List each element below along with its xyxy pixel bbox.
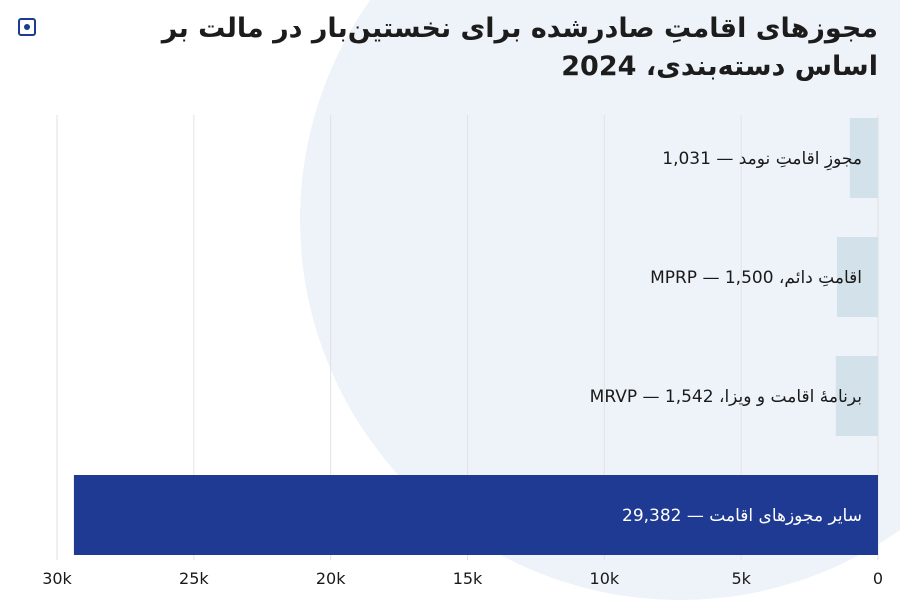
bar [835, 356, 878, 436]
x-tick-label: 10k [590, 569, 620, 588]
bar-label: سایر مجوزهای اقامت — 29,382 [622, 506, 862, 526]
bar-label: برنامهٔ اقامت و ویزا، MRVP — 1,542 [590, 387, 862, 407]
x-tick-label: 20k [316, 569, 346, 588]
bar-labels: مجوزِ اقامتِ نومد — 1,031 اقامتِ دائم، MP… [590, 149, 862, 526]
bar-label: اقامتِ دائم، MPRP — 1,500 [650, 268, 862, 288]
chart-title: مجوزهای اقامتِ صادرشده برای نخستین‌بار د… [161, 13, 878, 82]
bar [73, 475, 878, 555]
bar-label: مجوزِ اقامتِ نومد — 1,031 [662, 149, 862, 171]
x-tick-label: 0 [873, 569, 883, 588]
x-axis-ticks: 0 5k 10k 15k 20k 25k 30k [42, 569, 883, 588]
bar [849, 118, 878, 198]
x-tick-label: 5k [731, 569, 751, 588]
x-tick-label: 15k [453, 569, 483, 588]
x-tick-label: 25k [179, 569, 209, 588]
x-tick-label: 30k [42, 569, 72, 588]
logo-icon [18, 18, 36, 36]
bar [836, 237, 878, 317]
bars [73, 118, 878, 555]
